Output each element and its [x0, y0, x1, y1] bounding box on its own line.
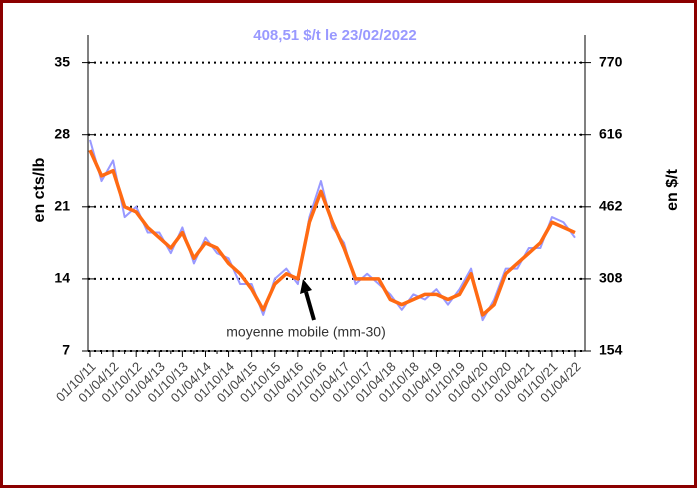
series-line: [88, 149, 576, 317]
y2-tick-label: 462: [599, 198, 623, 214]
y-tick-label: 14: [54, 270, 70, 286]
y2-tick-label: 770: [599, 53, 623, 69]
y-tick-label: 21: [54, 198, 70, 214]
chart-title: 408,51 $/t le 23/02/2022: [253, 27, 416, 44]
arrow-head: [300, 279, 312, 294]
y2-tick-label: 308: [599, 270, 623, 286]
y2-tick-label: 154: [599, 342, 623, 358]
y-tick-label: 35: [54, 53, 70, 69]
y-axis-label: en cts/lb: [31, 157, 48, 222]
arrow: [304, 291, 316, 321]
y2-tick-label: 616: [599, 125, 623, 141]
y2-axis-label: en $/t: [664, 168, 681, 210]
y-tick-label: 7: [62, 342, 70, 358]
series-line: [89, 139, 576, 322]
annotation: moyenne mobile (mm-30): [226, 324, 386, 340]
y-tick-label: 28: [54, 125, 70, 141]
